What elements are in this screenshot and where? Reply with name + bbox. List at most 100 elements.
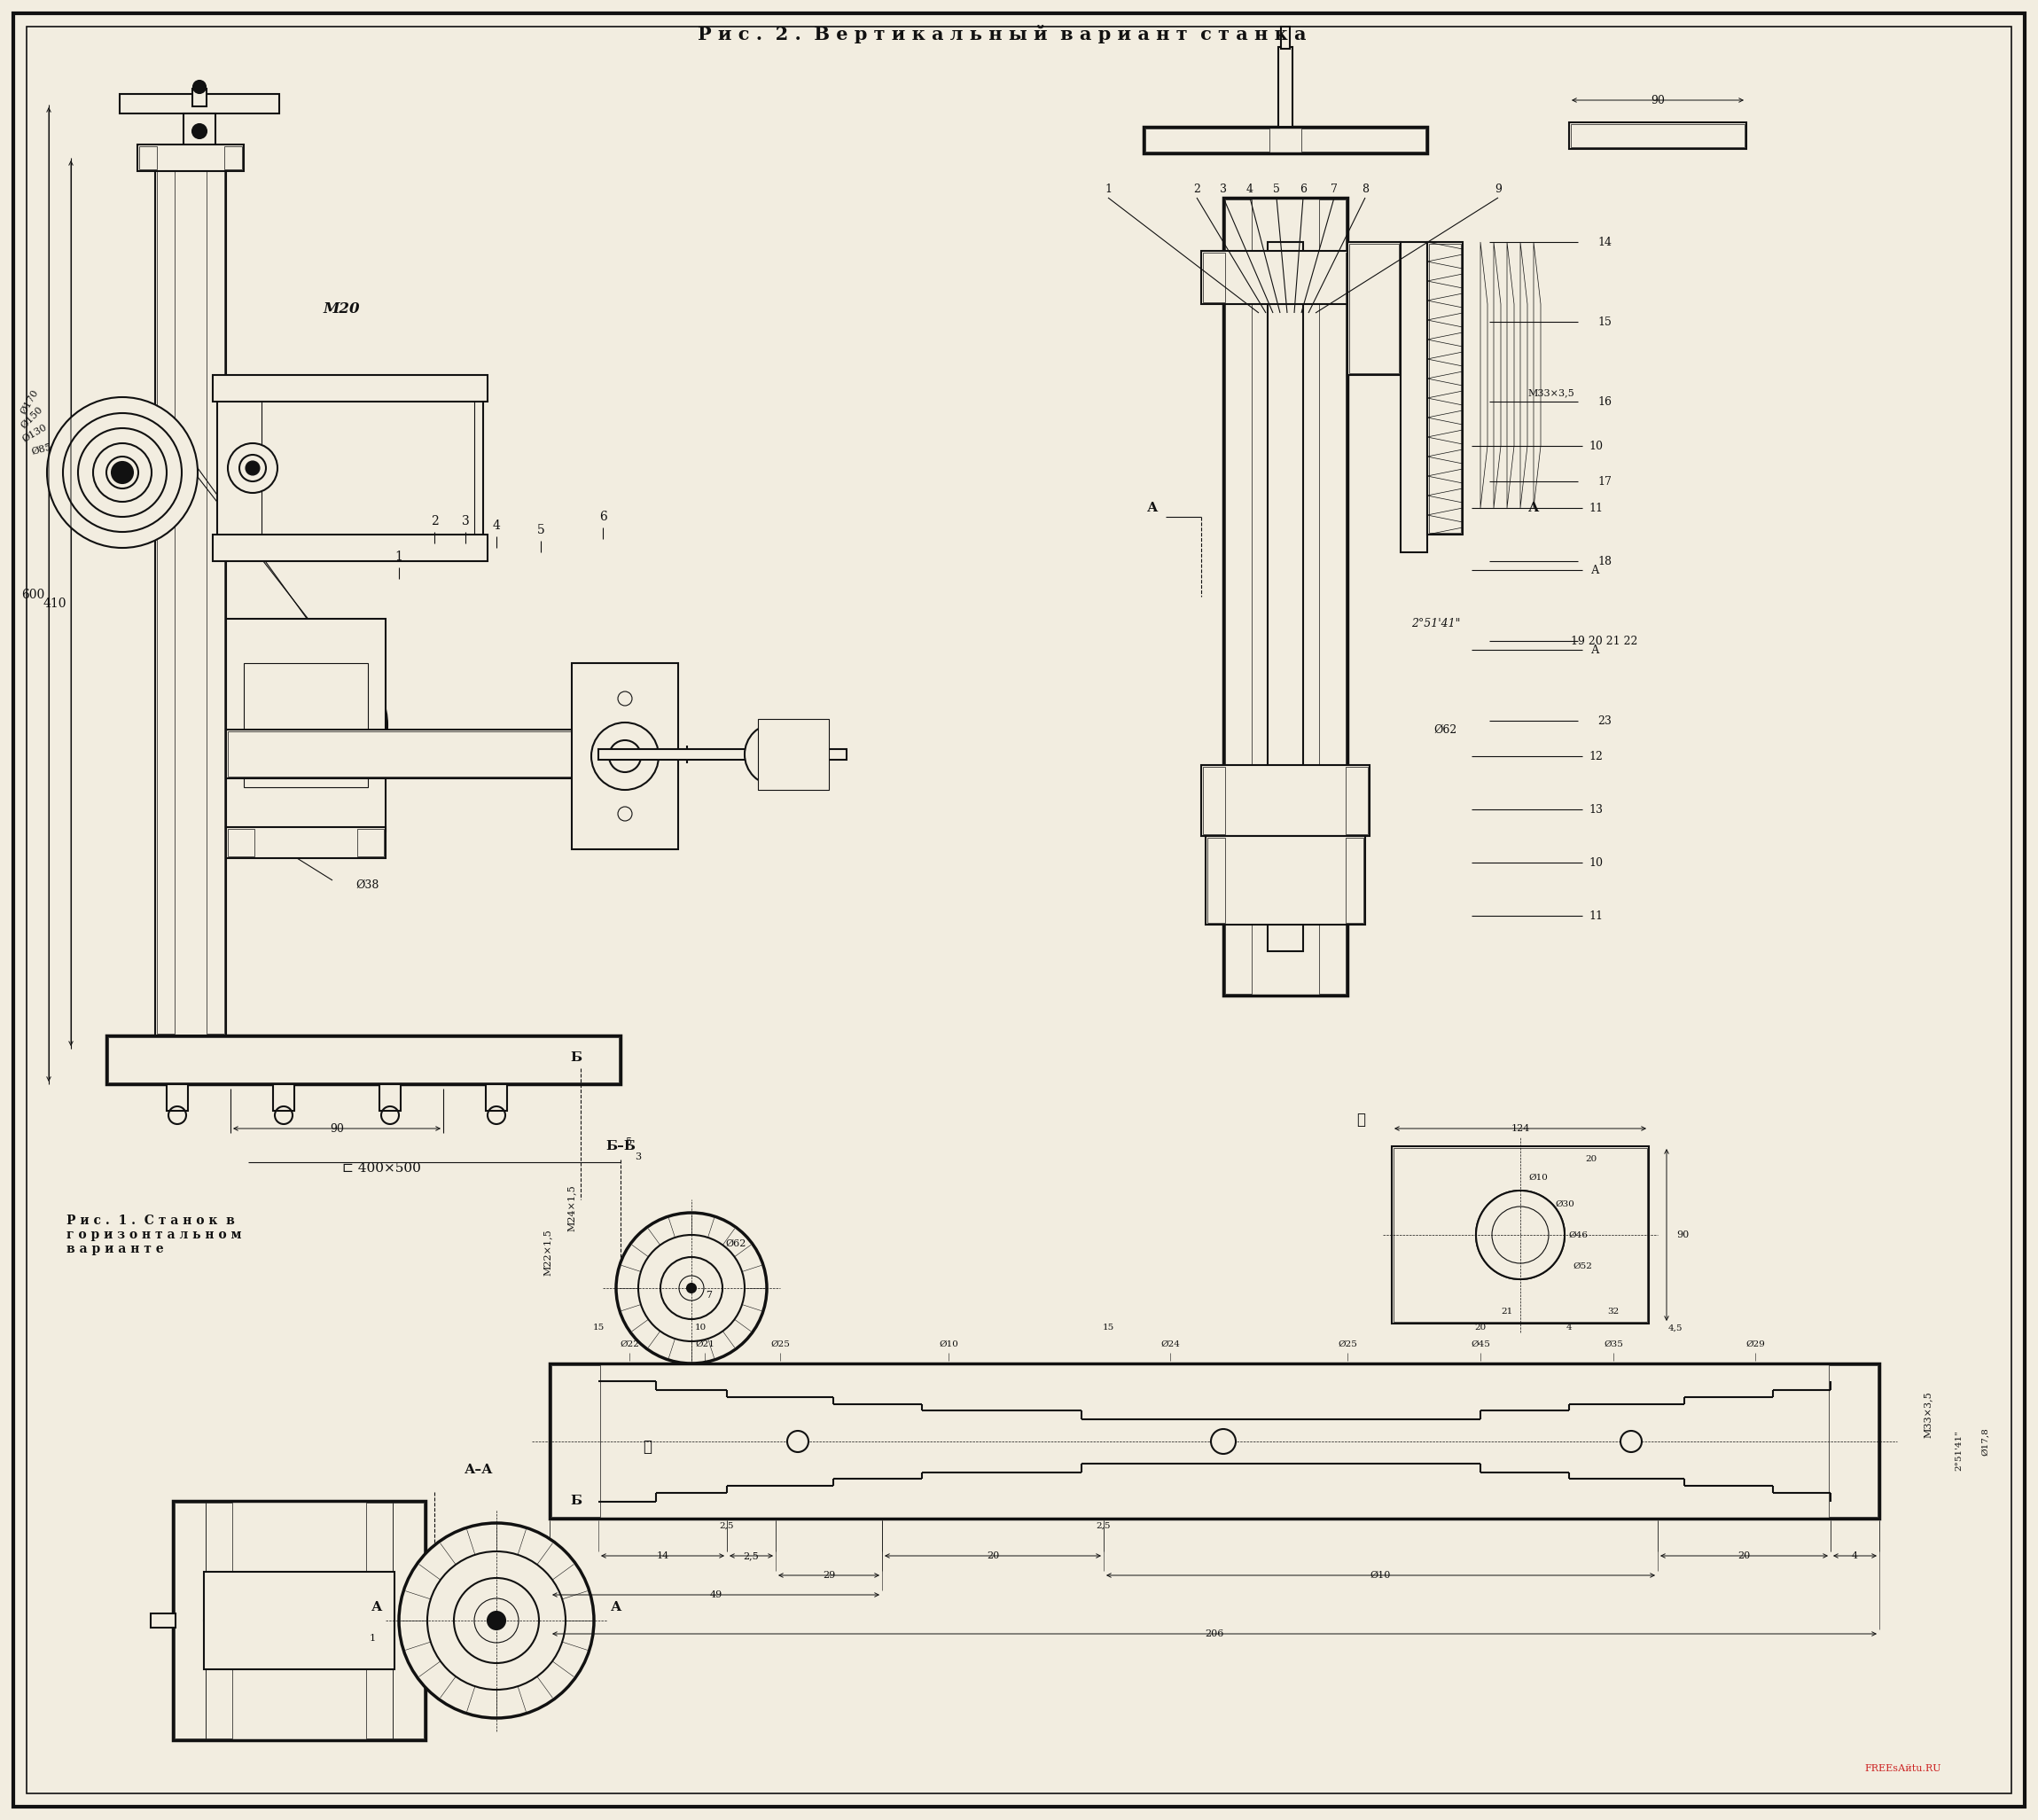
Polygon shape [1427, 417, 1463, 437]
Bar [1345, 766, 1367, 834]
Text: 2,5: 2,5 [719, 1522, 734, 1529]
Text: 7: 7 [705, 1290, 711, 1299]
Bar [1206, 837, 1225, 923]
Bar [367, 1503, 393, 1572]
Text: А: А [1528, 502, 1539, 515]
Text: Ø170: Ø170 [18, 388, 41, 415]
Bar [224, 146, 243, 169]
Bar [367, 1669, 393, 1738]
Circle shape [787, 1431, 809, 1452]
Text: 2: 2 [1192, 184, 1200, 195]
Bar [1302, 129, 1425, 151]
Text: 15: 15 [1103, 1323, 1115, 1332]
Bar [1392, 1147, 1649, 1323]
Bar [245, 662, 369, 788]
Text: 6: 6 [599, 511, 607, 522]
Text: 20: 20 [1476, 1323, 1486, 1332]
Text: Ø150: Ø150 [18, 404, 45, 430]
Text: 5: 5 [626, 1138, 632, 1147]
Text: 9: 9 [1494, 184, 1502, 195]
Bar [1278, 47, 1292, 127]
Bar [212, 375, 487, 402]
Circle shape [194, 80, 206, 93]
Bar [1345, 837, 1363, 923]
Bar [1143, 127, 1427, 153]
Text: 90: 90 [1651, 95, 1665, 106]
Bar [573, 662, 679, 850]
Text: 23: 23 [1598, 715, 1612, 726]
Bar [226, 730, 599, 779]
Text: М24×1,5: М24×1,5 [567, 1185, 577, 1232]
Text: ⑬: ⑬ [1357, 1112, 1365, 1127]
Text: 410: 410 [43, 597, 67, 610]
Circle shape [228, 444, 277, 493]
Circle shape [287, 699, 340, 752]
Text: Ø25: Ø25 [770, 1340, 791, 1349]
Circle shape [348, 1605, 379, 1636]
Bar [108, 1037, 620, 1083]
Circle shape [332, 1589, 395, 1651]
Bar [1145, 129, 1270, 151]
Bar [1571, 124, 1745, 147]
Bar [206, 1669, 232, 1738]
Bar [273, 1085, 293, 1110]
Bar [139, 146, 157, 169]
Circle shape [1506, 1221, 1535, 1249]
Text: 4: 4 [1565, 1323, 1571, 1332]
Circle shape [687, 1283, 695, 1292]
Bar [1202, 766, 1225, 834]
Bar [228, 828, 255, 857]
Text: 14: 14 [1598, 237, 1612, 248]
Text: 5: 5 [536, 524, 544, 537]
Bar [226, 619, 385, 832]
Text: 4: 4 [1853, 1551, 1859, 1560]
Text: 10: 10 [1588, 857, 1602, 868]
Text: А: А [1147, 502, 1158, 515]
Bar [758, 719, 829, 790]
Text: 14: 14 [656, 1551, 668, 1560]
Bar [175, 1503, 206, 1738]
Bar [1345, 253, 1367, 302]
Bar [173, 1501, 426, 1740]
Bar [137, 144, 245, 171]
Text: 124: 124 [1510, 1125, 1531, 1134]
Text: А: А [371, 1602, 383, 1614]
Bar [218, 379, 483, 557]
Text: Ø29: Ø29 [1745, 1340, 1765, 1349]
Text: М33×3,5: М33×3,5 [1528, 388, 1575, 397]
Circle shape [218, 1605, 251, 1636]
Polygon shape [1506, 242, 1514, 508]
Text: 15: 15 [593, 1323, 603, 1332]
Text: Ø30: Ø30 [1555, 1199, 1573, 1208]
Text: 32: 32 [1608, 1309, 1620, 1316]
Bar [204, 1572, 395, 1669]
Bar [1145, 129, 1270, 151]
Bar [1223, 198, 1347, 996]
Polygon shape [1427, 399, 1463, 417]
Bar [151, 1614, 175, 1627]
Text: Ø21: Ø21 [695, 1340, 715, 1349]
Text: 2°51'41": 2°51'41" [1412, 617, 1461, 630]
Circle shape [243, 652, 387, 797]
Circle shape [304, 715, 326, 735]
Bar [1282, 27, 1290, 49]
Bar [1206, 837, 1225, 923]
Text: 1: 1 [1105, 184, 1111, 195]
Bar [1394, 1148, 1647, 1321]
Text: 12: 12 [1588, 750, 1602, 763]
Text: 16: 16 [1598, 395, 1612, 408]
Text: Ø35: Ø35 [1604, 1340, 1622, 1349]
Circle shape [638, 1236, 744, 1341]
Circle shape [94, 444, 151, 502]
Circle shape [204, 1589, 265, 1651]
Text: 8: 8 [1361, 184, 1370, 195]
Text: 2: 2 [430, 515, 438, 528]
Bar [1319, 200, 1345, 994]
Text: Ø130: Ø130 [20, 422, 49, 444]
Bar [1302, 129, 1425, 151]
Circle shape [1492, 1207, 1549, 1263]
Text: Ø46: Ø46 [1567, 1230, 1588, 1239]
Circle shape [1211, 1429, 1235, 1454]
Circle shape [660, 1258, 723, 1320]
Polygon shape [1427, 515, 1463, 535]
